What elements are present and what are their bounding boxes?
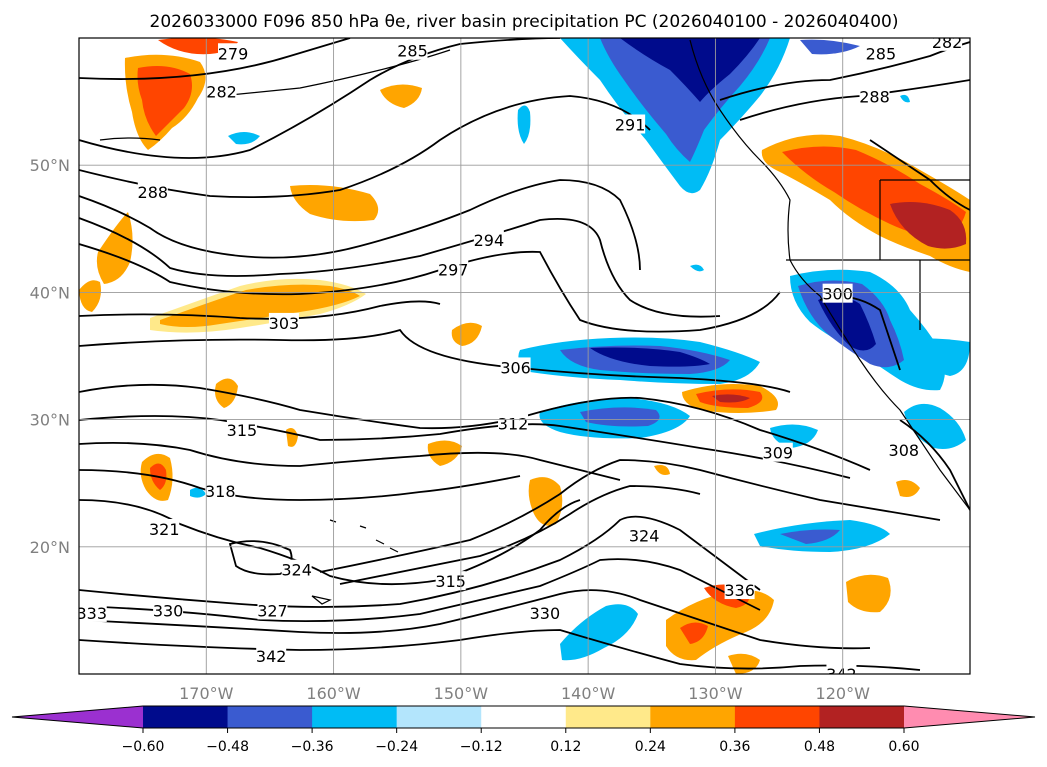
y-tick-label: 30°N — [30, 411, 70, 430]
contour-label: 300 — [822, 285, 853, 304]
x-tick-label: 170°W — [179, 684, 234, 703]
contour-label-bg — [226, 419, 257, 439]
contour-label: 282 — [206, 82, 237, 101]
contour-label: 330 — [530, 604, 561, 623]
colorbar-tick-label: 0.24 — [635, 739, 666, 755]
contour-label: 333 — [76, 604, 107, 623]
contour-label-bg — [498, 413, 529, 433]
colorbar-bin — [396, 706, 482, 728]
contour-label: 318 — [205, 482, 236, 501]
x-tick-label: 150°W — [434, 684, 489, 703]
x-tick-label: 160°W — [306, 684, 361, 703]
colorbar: −0.60 −0.48 −0.36 −0.24 −0.12 0.12 0.24 0.36 0.4… — [11, 705, 1036, 755]
contour-label: 327 — [257, 601, 288, 620]
map-area: 279 282 285 282 285 288 288 291 294 297 300 303 306 3… — [76, 33, 971, 684]
colorbar-tick-label: 0.48 — [804, 739, 835, 755]
contour-label: 342 — [256, 647, 287, 666]
map-frame — [78, 37, 971, 675]
contour-label: 303 — [269, 314, 300, 333]
contour-label-bg — [859, 86, 890, 106]
colorbar-bin — [481, 706, 567, 728]
contour-label-bg — [473, 230, 504, 250]
colorbar-tick-label: 0.36 — [719, 739, 750, 755]
colorbar-bin — [819, 706, 905, 728]
contour-label: 309 — [763, 444, 794, 463]
y-tick-label: 50°N — [30, 156, 70, 175]
x-tick-label: 130°W — [688, 684, 743, 703]
contour-label: 330 — [153, 601, 184, 620]
contour-label-bg — [888, 440, 919, 460]
contour-label: 291 — [615, 115, 646, 134]
contour-label-bg — [762, 442, 793, 462]
contour-labels: 279 282 285 282 285 288 288 291 294 297 300 303 306 3… — [76, 33, 963, 684]
contour-label-bg — [218, 43, 249, 63]
contour-label: 312 — [498, 414, 529, 433]
contour-label: 324 — [281, 561, 312, 580]
contour-label: 288 — [138, 183, 169, 202]
gridlines — [79, 38, 970, 674]
contour-label: 297 — [438, 261, 469, 280]
colorbar-tick-label: −0.12 — [460, 739, 503, 755]
colorbar-tick-label: −0.60 — [122, 739, 165, 755]
contour-label: 336 — [724, 581, 755, 600]
colorbar-bin — [143, 706, 229, 728]
coastline — [99, 39, 970, 605]
contour-label: 321 — [149, 520, 180, 539]
contour-label: 282 — [932, 33, 963, 52]
contour-label-bg — [822, 283, 853, 303]
contour-label-bg — [149, 518, 180, 538]
contour-label: 306 — [500, 358, 531, 377]
contour-label: 315 — [227, 421, 258, 440]
contour-label-bg — [932, 38, 963, 51]
x-axis-ticks: 170°W 160°W 150°W 140°W 130°W 120°W — [179, 684, 870, 703]
y-tick-label: 20°N — [30, 538, 70, 557]
colorbar-bin — [650, 706, 736, 728]
colorbar-bin — [227, 706, 313, 728]
contour-label-bg — [268, 312, 299, 332]
contour-label: 285 — [397, 42, 428, 61]
contour-label-bg — [500, 357, 531, 377]
colorbar-extend-low — [12, 706, 143, 728]
contour-label-bg — [281, 559, 312, 579]
colorbar-bin — [312, 706, 398, 728]
contour-label-bg — [615, 114, 646, 134]
colorbar-tick-label: −0.24 — [375, 739, 418, 755]
contour-label-bg — [205, 480, 236, 500]
contour-label-bg — [435, 571, 466, 591]
contour-label-bg — [724, 580, 755, 600]
colorbar-bin — [565, 706, 651, 728]
colorbar-bin — [734, 706, 820, 728]
contour-label: 279 — [218, 44, 249, 63]
contour-label-bg — [79, 602, 107, 622]
contour-label-bg — [153, 600, 184, 620]
colorbar-tick-label: −0.36 — [291, 739, 334, 755]
contour-label-bg — [826, 664, 857, 674]
contour-label: 288 — [859, 88, 890, 107]
x-tick-label: 120°W — [816, 684, 871, 703]
colorbar-extend-high — [904, 706, 1035, 728]
colorbar-tick-label: −0.48 — [206, 739, 249, 755]
contour-label-bg — [256, 646, 287, 666]
contour-label-bg — [257, 600, 288, 620]
contour-label: 342 — [826, 665, 857, 684]
contour-label: 315 — [435, 572, 466, 591]
y-axis-ticks: 20°N 30°N 40°N 50°N — [30, 156, 70, 557]
x-tick-label: 140°W — [561, 684, 616, 703]
contour-label-bg — [865, 43, 896, 63]
contour-label-bg — [529, 602, 560, 622]
colorbar-tick-label: 0.12 — [550, 739, 581, 755]
contour-label-bg — [397, 40, 428, 60]
contour-label-bg — [629, 525, 660, 545]
contour-label: 308 — [889, 441, 920, 460]
contour-label: 324 — [629, 526, 660, 545]
contour-label: 285 — [866, 44, 897, 63]
y-tick-label: 40°N — [30, 283, 70, 302]
contour-label-bg — [137, 181, 168, 201]
colorbar-tick-label: 0.60 — [888, 739, 919, 755]
chart-title: 2026033000 F096 850 hPa θe, river basin … — [150, 12, 899, 32]
contour-label: 294 — [474, 231, 505, 250]
contour-label-bg — [206, 81, 237, 101]
